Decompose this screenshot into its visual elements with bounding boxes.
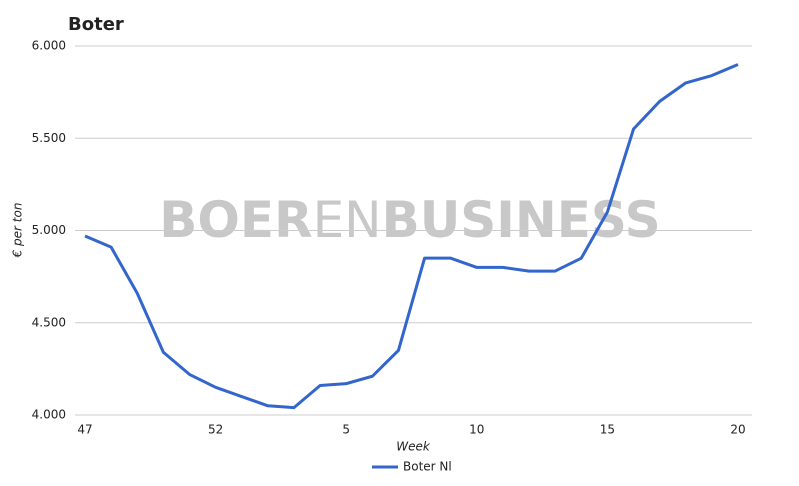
watermark-part: EN xyxy=(313,191,382,249)
x-axis-label: Week xyxy=(396,440,431,454)
x-tick-label: 47 xyxy=(77,423,92,437)
x-tick-label: 52 xyxy=(208,423,223,437)
watermark: BOERENBUSINESS xyxy=(159,191,660,249)
chart-title: Boter xyxy=(68,14,124,35)
watermark-part: BOER xyxy=(159,191,312,249)
x-tick-label: 20 xyxy=(730,423,745,437)
legend-label: Boter Nl xyxy=(403,460,452,474)
y-tick-label: 5.500 xyxy=(32,131,66,145)
x-tick-label: 10 xyxy=(469,423,484,437)
y-tick-label: 4.500 xyxy=(32,315,66,329)
x-tick-label: 15 xyxy=(600,423,615,437)
y-tick-label: 4.000 xyxy=(32,408,66,422)
y-tick-label: 6.000 xyxy=(32,39,66,53)
x-tick-label: 5 xyxy=(342,423,350,437)
y-axis-label: € per ton xyxy=(11,203,25,259)
watermark-part: BUSINESS xyxy=(382,191,661,249)
y-tick-label: 5.000 xyxy=(32,223,66,237)
data-line xyxy=(84,63,739,410)
